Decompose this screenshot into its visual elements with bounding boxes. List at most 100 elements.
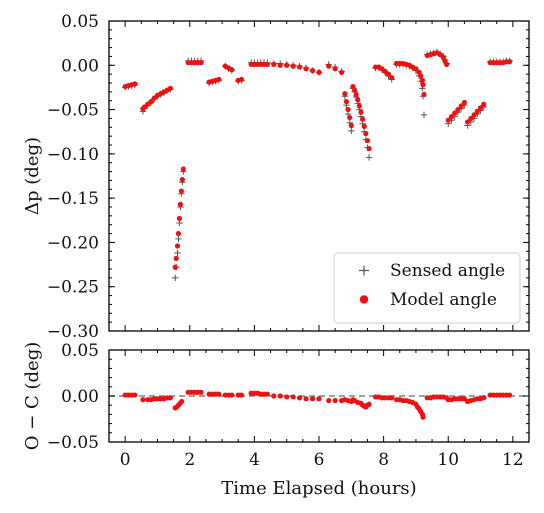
bottom-ytick-label: −0.05 (47, 433, 99, 453)
legend: Sensed angle Model angle (333, 252, 521, 324)
model-angle-point (309, 68, 316, 74)
model-angle-point (419, 77, 425, 83)
model-angle-point (468, 115, 474, 122)
model-angle-point (148, 99, 154, 105)
sensed-angle-point (174, 249, 181, 257)
legend-label-sensed: Sensed angle (390, 261, 505, 281)
model-angle-point (343, 99, 350, 105)
residual-point (420, 414, 426, 420)
model-angle-point (358, 109, 364, 115)
residual-point (216, 391, 222, 397)
circle-marker-icon (359, 295, 369, 304)
model-angle-point (342, 91, 348, 97)
model-angle-point (507, 59, 513, 65)
residual-point (326, 398, 332, 404)
model-angle-point (474, 108, 480, 114)
bottom-ticks (108, 349, 530, 443)
xtick-label: 10 (437, 450, 459, 470)
residual-point (297, 395, 303, 401)
residual-point (229, 392, 235, 398)
xtick-label: 12 (502, 450, 524, 470)
bottom-ylabel: O − C (deg) (22, 342, 43, 451)
model-angle-point (173, 255, 179, 261)
legend-label-model: Model angle (390, 290, 497, 310)
plus-marker-icon (359, 265, 369, 276)
residual-point (132, 392, 138, 398)
residual-point (316, 396, 322, 402)
xtick-label: 8 (378, 450, 389, 470)
residual-point (167, 395, 173, 401)
residual-point (366, 401, 372, 407)
xtick-label: 6 (314, 450, 325, 470)
top-ytick-label: 0.05 (61, 12, 99, 32)
model-angle-point (389, 75, 395, 81)
residual-point (198, 389, 204, 395)
model-angle-point (363, 130, 369, 137)
top-ytick-label: −0.15 (47, 189, 99, 209)
bottom-panel: 0.05 0.00 −0.05 0 2 4 6 8 10 12 O − C (deg) Time… (22, 341, 530, 499)
residual-point (481, 395, 487, 401)
model-angle-point (348, 122, 354, 129)
model-angle-point (347, 114, 353, 121)
residual-point (290, 394, 296, 400)
model-angle-point (353, 91, 359, 98)
model-angle-point (418, 73, 424, 79)
top-ytick-label: −0.25 (47, 278, 99, 298)
model-angle-point (175, 230, 182, 237)
residual-point (507, 392, 513, 398)
residual-point (264, 391, 270, 397)
model-angle-point (132, 81, 138, 87)
model-angle-point (216, 76, 222, 83)
model-angle-point (461, 99, 467, 106)
model-angle-point (366, 145, 372, 152)
top-ytick-label: −0.05 (47, 101, 99, 121)
model-angle-point (290, 63, 296, 69)
legend-item-model: Model angle (359, 290, 497, 310)
model-angle-point (167, 85, 173, 91)
model-angle-point (477, 105, 484, 111)
model-angle-point (448, 114, 455, 120)
residual-point (389, 395, 395, 401)
model-angle-point (271, 61, 277, 67)
bottom-ytick-labels: 0.05 0.00 −0.05 (47, 341, 99, 453)
xtick-labels: 0 2 4 6 8 10 12 (120, 450, 524, 470)
sensed-angle-point (348, 127, 355, 135)
model-angle-point (179, 176, 185, 183)
residual-point (284, 394, 290, 400)
model-angle-point (420, 82, 426, 88)
model-angle-point (180, 166, 186, 172)
residual-point (271, 393, 277, 399)
model-angle-point (174, 243, 181, 249)
model-angle-point (176, 215, 183, 222)
residual-point (140, 397, 146, 403)
model-angle-point (264, 61, 270, 67)
model-angle-point (355, 97, 361, 103)
top-ytick-label: −0.10 (47, 145, 99, 165)
model-angle-point (178, 188, 184, 194)
model-angle-point (316, 69, 322, 75)
model-angle-point (326, 63, 332, 69)
residual-point (238, 392, 245, 398)
top-ytick-label: 0.00 (61, 56, 99, 76)
top-ytick-labels: 0.05 0.00 −0.05 −0.10 −0.15 −0.20 −0.25 −0.30 (47, 12, 99, 342)
model-angle-point (345, 106, 351, 113)
model-angle-point (465, 119, 471, 125)
top-panel: 0.05 0.00 −0.05 −0.10 −0.15 −0.20 −0.25 −0.30 Δ… (22, 12, 530, 342)
model-angle-point (238, 76, 245, 83)
residual-point (303, 396, 309, 402)
model-angle-point (198, 60, 204, 66)
model-angle-point (339, 69, 345, 75)
bottom-ytick-label: 0.00 (61, 387, 99, 407)
x-axis-label: Time Elapsed (hours) (221, 478, 416, 499)
model-angle-point (172, 264, 178, 270)
residual-point (179, 398, 185, 405)
sensed-angle-point (365, 154, 373, 161)
model-angle-point (452, 110, 458, 116)
xtick-label: 4 (249, 450, 260, 470)
model-angle-point (413, 66, 419, 72)
model-angle-point (360, 116, 366, 122)
model-angle-point (297, 64, 303, 70)
model-angle-point (351, 87, 358, 93)
model-angle-point (385, 71, 392, 77)
model-angle-point (481, 101, 487, 107)
